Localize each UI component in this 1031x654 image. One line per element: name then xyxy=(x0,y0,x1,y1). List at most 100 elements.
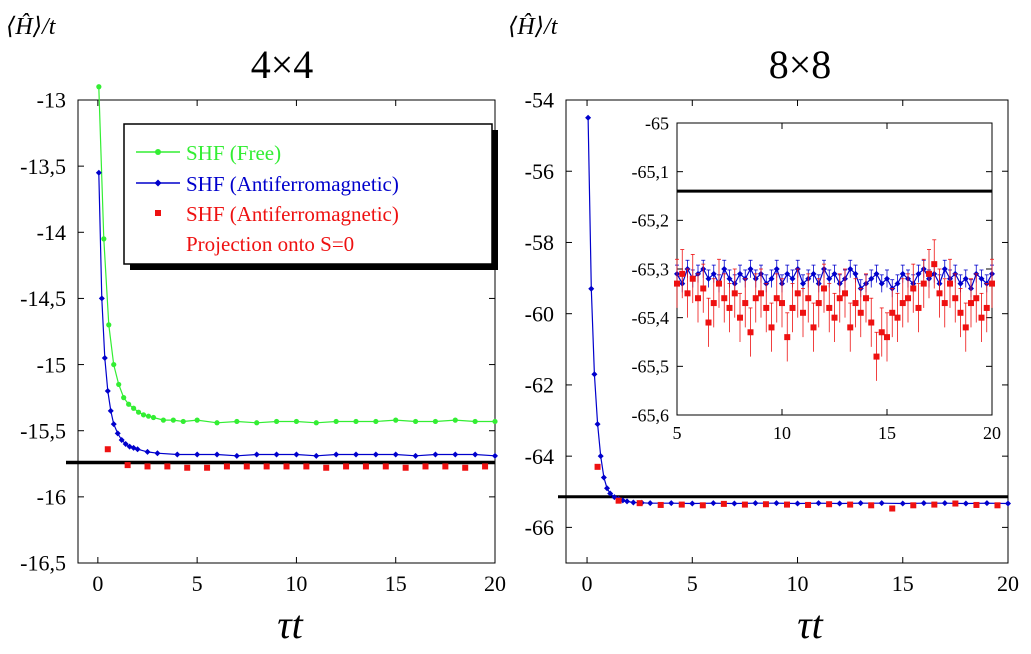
x-tick-label: 10 xyxy=(285,571,307,596)
x-tick-label: 15 xyxy=(385,571,407,596)
inset-plot: 5 10 15 20 -65 -65,1 -65,2 -65,3 -65,4 -65,5 -65,6 xyxy=(632,113,1002,443)
data-point xyxy=(462,464,469,471)
data-point xyxy=(604,485,611,492)
data-point xyxy=(293,451,300,458)
data-point xyxy=(630,499,637,506)
data-point xyxy=(442,463,449,470)
legend-marker-free xyxy=(155,149,161,155)
x-tick-label: 15 xyxy=(878,423,896,443)
data-point xyxy=(973,501,980,508)
data-point xyxy=(752,295,759,302)
data-point xyxy=(983,500,990,507)
data-point xyxy=(263,463,270,470)
data-point xyxy=(716,280,722,287)
data-point xyxy=(920,500,927,507)
data-point xyxy=(773,500,780,507)
data-point xyxy=(214,451,220,458)
x-tick-label: 0 xyxy=(582,571,593,596)
x-tick-label: 0 xyxy=(92,571,103,596)
data-point xyxy=(214,420,220,426)
data-point xyxy=(482,463,489,470)
y-tick-label: -16,5 xyxy=(20,551,66,576)
data-point xyxy=(941,300,948,307)
data-point xyxy=(931,261,938,268)
data-point xyxy=(101,236,107,242)
data-point xyxy=(412,418,419,425)
data-point xyxy=(836,500,843,507)
data-point xyxy=(910,502,917,509)
data-point xyxy=(679,270,686,277)
data-point xyxy=(968,300,974,307)
data-point xyxy=(432,451,439,458)
legend-entry-af: SHF (Antiferromagnetic) xyxy=(136,172,399,196)
data-point xyxy=(106,322,112,328)
y-tick-label: -65,3 xyxy=(632,259,670,279)
data-point xyxy=(842,290,848,297)
data-point xyxy=(763,304,770,311)
data-point xyxy=(110,421,117,428)
data-point xyxy=(594,421,601,428)
data-point xyxy=(353,418,359,425)
data-point xyxy=(758,290,764,297)
data-point xyxy=(721,295,728,302)
data-point xyxy=(695,295,701,302)
data-point xyxy=(847,501,854,508)
plot-8x8: 0 5 10 15 20 -54 -56 -58 -60 -62 -64 -66 xyxy=(525,88,1019,596)
data-point xyxy=(894,280,901,287)
data-point xyxy=(926,270,932,277)
data-point xyxy=(362,463,369,470)
y-axis-label-right: ⟨Ĥ⟩/t xyxy=(508,14,559,40)
data-point xyxy=(600,474,607,481)
data-point xyxy=(114,430,121,437)
data-point xyxy=(800,309,806,316)
data-point xyxy=(752,500,759,507)
data-point xyxy=(915,270,922,277)
data-point xyxy=(994,502,1001,509)
data-point xyxy=(689,500,696,507)
data-point xyxy=(973,295,980,302)
data-point xyxy=(131,405,137,411)
data-point xyxy=(668,500,675,507)
data-point xyxy=(140,412,147,418)
data-point xyxy=(857,500,864,507)
data-point xyxy=(333,418,339,425)
x-tick-label: 5 xyxy=(192,571,203,596)
data-point xyxy=(223,463,230,470)
data-point xyxy=(784,270,791,277)
plot-frame xyxy=(77,99,496,564)
data-point xyxy=(234,418,240,425)
x-tick-label: 10 xyxy=(773,423,791,443)
data-point xyxy=(492,418,498,425)
data-point xyxy=(857,309,864,316)
data-point xyxy=(492,452,498,459)
data-point xyxy=(705,275,712,282)
data-point xyxy=(826,501,833,508)
data-point xyxy=(233,452,240,459)
y-tick-label: -65,4 xyxy=(632,308,670,328)
data-point xyxy=(145,413,152,419)
data-point xyxy=(150,414,157,421)
data-point xyxy=(710,270,717,277)
legend-entry-free: SHF (Free) xyxy=(136,141,281,165)
x-tick-label: 15 xyxy=(892,571,914,596)
x-tick-label: 20 xyxy=(983,423,1001,443)
data-point xyxy=(111,361,117,368)
data-point xyxy=(737,270,743,277)
data-point xyxy=(726,304,733,311)
data-point xyxy=(831,270,838,277)
legend: SHF (Free) SHF (Antiferromagnetic) SHF (… xyxy=(123,123,498,270)
data-point xyxy=(597,453,604,460)
data-point xyxy=(737,314,743,321)
data-point xyxy=(805,295,812,302)
data-point xyxy=(194,417,200,423)
data-point xyxy=(353,451,359,458)
data-point xyxy=(253,451,260,458)
data-point xyxy=(254,420,260,426)
data-point xyxy=(878,329,885,336)
data-point xyxy=(784,334,791,341)
data-point xyxy=(204,464,211,471)
data-point xyxy=(794,290,801,297)
series-circle xyxy=(96,84,498,426)
data-point xyxy=(794,500,801,507)
x-axis-label-right: τt xyxy=(797,602,823,647)
